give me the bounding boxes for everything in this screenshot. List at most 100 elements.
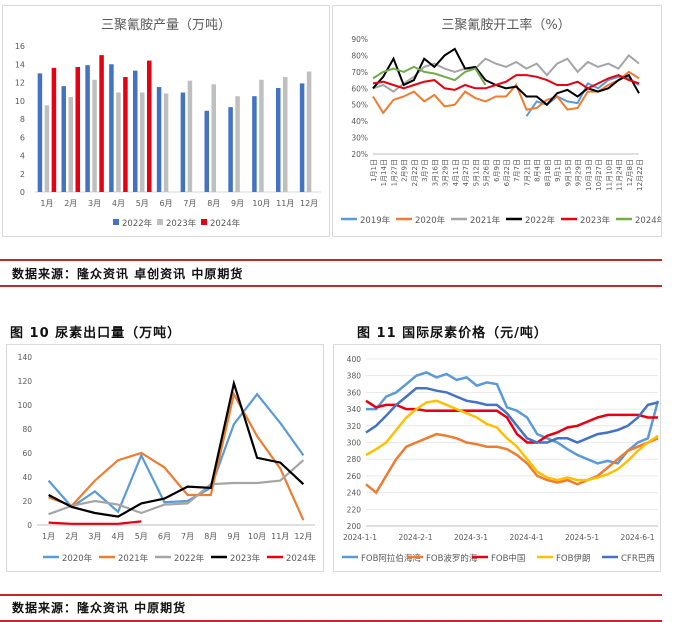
series-line: [48, 391, 305, 521]
y-tick-label: 20%: [351, 150, 368, 159]
x-tick-label: 6月9日: [493, 159, 501, 182]
bar: [187, 80, 193, 192]
divider-line-2: [0, 285, 662, 287]
bar: [140, 92, 145, 192]
bar: [37, 73, 43, 192]
y-tick-label: 80%: [351, 51, 368, 60]
y-tick-label: 10: [15, 97, 25, 106]
bar: [109, 64, 114, 192]
legend-label: 2022年: [122, 218, 153, 229]
legend-label: 2023年: [166, 218, 197, 229]
y-tick-label: 320: [347, 422, 362, 431]
x-tick-label: 2月9日: [401, 159, 409, 182]
y-tick-label: 12: [15, 79, 25, 88]
x-tick-label: 10月: [248, 532, 266, 541]
legend-label: 2022年: [525, 215, 556, 226]
chart-title: 三聚氰胺产量（万吨）: [101, 17, 231, 33]
legend-label: 2021年: [470, 215, 501, 226]
y-tick-label: 60: [22, 449, 32, 458]
bar: [133, 70, 138, 192]
x-tick-label: 2月22日: [411, 159, 419, 186]
legend-swatch: [113, 219, 119, 225]
x-tick-label: 5月26日: [483, 159, 491, 186]
legend-swatch: [201, 219, 207, 225]
x-tick-label: 6月: [160, 199, 173, 208]
x-tick-label: 1月: [40, 199, 53, 208]
legend-label: 2023年: [230, 553, 261, 564]
y-tick-label: 6: [20, 133, 25, 142]
x-tick-label: 5月12日: [472, 159, 480, 186]
y-tick-label: 50%: [351, 101, 368, 110]
x-tick-label: 7月7日: [513, 159, 521, 182]
bar: [211, 84, 216, 192]
bar: [306, 71, 312, 192]
x-tick-label: 3月16日: [431, 159, 439, 186]
source-note-1: 数据来源：隆众资讯 卓创资讯 中原期货: [12, 267, 244, 281]
x-tick-label: 5月: [136, 199, 149, 208]
x-tick-label: 8月: [204, 532, 217, 541]
y-tick-label: 360: [347, 388, 362, 397]
x-tick-label: 4月: [112, 199, 125, 208]
y-tick-label: 300: [347, 439, 362, 448]
y-tick-label: 220: [347, 505, 362, 514]
y-tick-label: 20: [22, 497, 32, 506]
y-tick-label: 140: [18, 353, 33, 362]
bar: [276, 87, 281, 192]
urea-export-panel: 0 20 40 60 80 100 120 140 1月 2月 3月 4月 5月 6月 7月 8月 9月 10月 1…: [6, 344, 324, 572]
legend-label: 2024年: [286, 553, 317, 564]
y-tick-label: 400: [347, 355, 362, 364]
x-tick-label: 8月: [207, 199, 220, 208]
y-tick-label: 14: [15, 60, 25, 69]
legend-label: 2019年: [360, 215, 391, 226]
x-tick-label: 1月1日: [370, 159, 378, 182]
x-tick-label: 4月: [112, 532, 125, 541]
bar: [252, 96, 257, 192]
legend-label: FOB波罗的海: [426, 553, 478, 564]
bar: [163, 93, 169, 192]
bar: [204, 110, 209, 192]
melamine-output-panel: 三聚氰胺产量（万吨） 0 2 4 6 8 10 12 14 16 1月 2月 3月 4月 5月 6月 7月 8月 9…: [2, 5, 330, 237]
legend-label: 2023年: [580, 215, 611, 226]
bar: [44, 105, 50, 192]
x-tick-label: 2月: [64, 199, 77, 208]
x-tick-label: 2024-4-1: [509, 533, 543, 542]
x-tick-label: 12月: [300, 199, 318, 208]
bar: [99, 55, 104, 192]
legend-label: 2021年: [118, 553, 149, 564]
legend-label: 2024年: [635, 215, 661, 226]
series-line: [366, 371, 660, 465]
x-tick-label: 11月24日: [616, 159, 624, 191]
series-line: [47, 392, 305, 514]
bar: [235, 96, 240, 192]
legend-label: 2022年: [174, 553, 205, 564]
bar: [75, 66, 80, 192]
x-tick-label: 9月15日: [564, 159, 572, 186]
x-tick-label: 7月: [181, 532, 194, 541]
x-tick-label: 9月29日: [575, 159, 583, 186]
x-tick-label: 6月22日: [503, 159, 511, 186]
legend-label: 2024年: [210, 218, 241, 229]
x-tick-label: 12月: [294, 532, 312, 541]
series-line: [365, 399, 659, 482]
bar: [228, 107, 233, 192]
x-tick-label: 3月7日: [421, 159, 429, 182]
x-tick-label: 3月29日: [442, 159, 450, 186]
bar: [147, 60, 152, 192]
x-tick-label: 1月: [42, 532, 55, 541]
x-tick-label: 8月18日: [544, 159, 552, 186]
x-tick-label: 10月13日: [585, 159, 593, 191]
bar: [299, 83, 305, 192]
y-tick-label: 100: [18, 401, 33, 410]
x-tick-label: 11月: [271, 532, 289, 541]
y-tick-label: 120: [18, 377, 33, 386]
y-tick-label: 70%: [351, 68, 368, 77]
legend-swatch: [157, 219, 163, 225]
melamine-operating-rate-chart: 三聚氰胺开工率（%）20%30%40%50%60%70%80%90%1月1日 1月…: [341, 17, 666, 226]
y-tick-label: 340: [347, 405, 362, 414]
series-line: [365, 386, 659, 444]
series-line: [372, 74, 640, 91]
y-tick-label: 280: [347, 455, 362, 464]
bar: [85, 65, 90, 192]
x-tick-label: 1月27日: [390, 159, 398, 186]
x-tick-label: 6月: [158, 532, 171, 541]
